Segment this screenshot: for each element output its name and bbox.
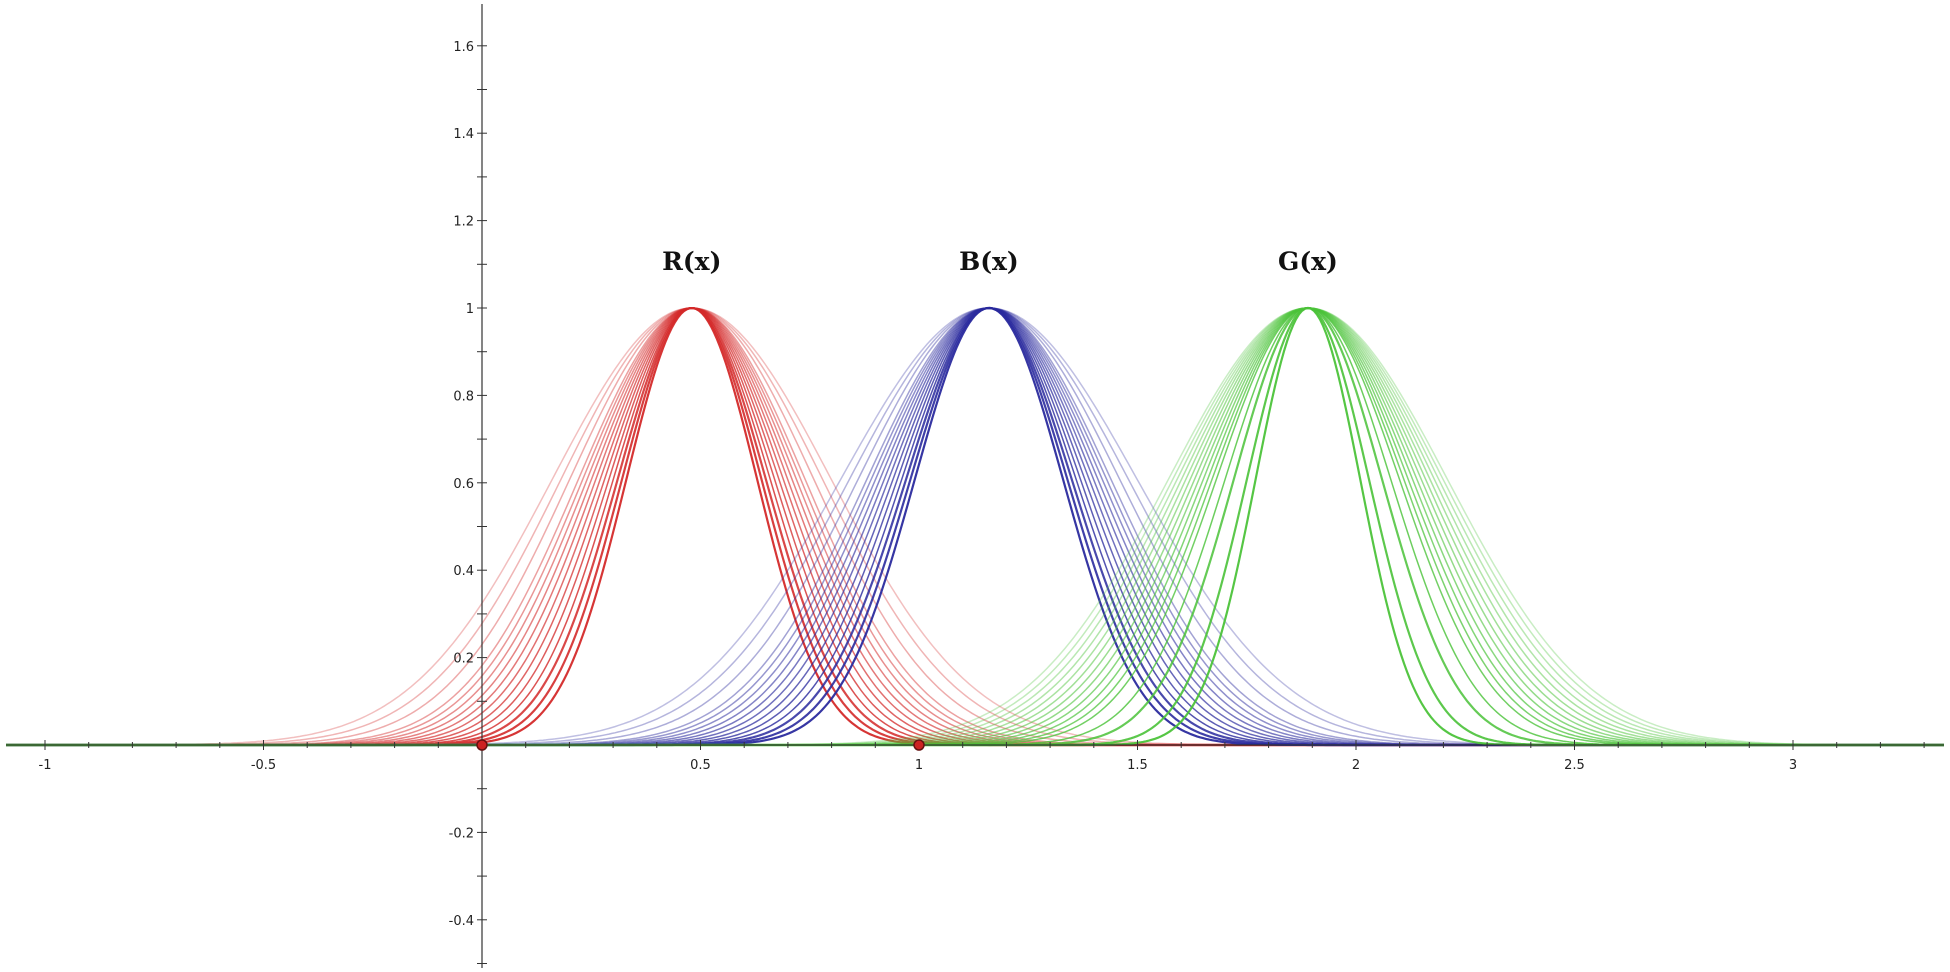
series-label-rx: R(x) (662, 247, 721, 276)
curve-bx-6 (6, 307, 1944, 746)
curve-layer (6, 306, 1944, 747)
x-tick-label: 0.5 (690, 758, 711, 773)
curve-gx-16 (6, 307, 1944, 746)
curve-rx-3 (6, 307, 1944, 747)
series-label-gx: G(x) (1278, 247, 1338, 276)
curve-gx-13 (6, 307, 1944, 746)
y-tick-label: 1.6 (453, 40, 474, 55)
curve-bx-2 (6, 306, 1944, 747)
curve-rx-15 (6, 307, 1944, 746)
curve-rx-12 (6, 307, 1944, 746)
y-tick-label: 1.4 (453, 127, 474, 142)
y-tick-label: 1.2 (453, 215, 474, 230)
x-tick-label: 2 (1352, 758, 1360, 773)
curve-bx-9 (6, 307, 1944, 746)
curve-gx-11 (6, 307, 1944, 746)
curve-gx-3 (6, 306, 1944, 747)
curve-bx-14 (6, 307, 1944, 746)
curve-rx-2 (6, 307, 1944, 747)
curve-gx-2 (6, 306, 1944, 747)
series-label-bx: B(x) (959, 247, 1019, 276)
curve-rx-10 (6, 307, 1944, 746)
curve-bx-10 (6, 307, 1944, 746)
curve-bx-13 (6, 307, 1944, 746)
curve-rx-9 (6, 307, 1944, 746)
axis-point-2[interactable] (913, 739, 925, 751)
curve-gx-7 (6, 307, 1944, 746)
curve-gx-8 (6, 307, 1944, 746)
curve-rx-13 (6, 307, 1944, 746)
x-tick-label: -0.5 (251, 758, 276, 773)
curve-gx-4 (6, 307, 1944, 746)
x-tick-label: 1 (915, 758, 923, 773)
curve-bx-8 (6, 307, 1944, 746)
curve-rx-4 (6, 307, 1944, 746)
curve-gx-10 (6, 307, 1944, 746)
y-tick-label: 0.8 (453, 389, 474, 404)
axis-point-1[interactable] (476, 739, 488, 751)
curve-gx-15 (6, 307, 1944, 746)
y-tick-label: 0.2 (453, 652, 474, 667)
curve-rx-14 (6, 307, 1944, 746)
curve-rx-5 (6, 307, 1944, 746)
curve-bx-1 (6, 306, 1944, 747)
x-tick-label: 1.5 (1127, 758, 1148, 773)
curve-gx-14 (6, 307, 1944, 746)
curve-bx-4 (6, 307, 1944, 746)
curve-bx-12 (6, 307, 1944, 746)
y-tick-label: 0.4 (453, 564, 474, 579)
x-tick-label: 3 (1789, 758, 1797, 773)
axes-layer (6, 4, 1944, 968)
curve-bx-7 (6, 307, 1944, 746)
curve-gx-1 (6, 306, 1944, 747)
curve-bx-11 (6, 307, 1944, 746)
curve-rx-7 (6, 307, 1944, 746)
y-tick-label: -0.2 (449, 826, 474, 841)
point-layer (476, 739, 925, 751)
curve-rx-8 (6, 307, 1944, 746)
curve-gx-5 (6, 307, 1944, 746)
curve-gx-9 (6, 307, 1944, 746)
x-tick-label: 2.5 (1564, 758, 1585, 773)
curve-bx-3 (6, 306, 1944, 747)
y-tick-label: 0.6 (453, 477, 474, 492)
y-tick-label: -0.4 (449, 914, 474, 929)
curve-gx-6 (6, 307, 1944, 746)
curve-rx-1 (6, 306, 1944, 747)
curve-gx-12 (6, 307, 1944, 746)
label-layer: -1 -0.5 0.5 1 1.5 2 2.5 3 -0.4 -0.2 0.2 0.4 0.6 0.8 1 1… (39, 40, 1798, 929)
curve-bx-15 (6, 307, 1944, 746)
y-tick-label: 1 (466, 302, 474, 317)
x-tick-label: -1 (39, 758, 52, 773)
curve-bx-5 (6, 307, 1944, 746)
curve-rx-11 (6, 307, 1944, 746)
curve-rx-6 (6, 307, 1944, 746)
